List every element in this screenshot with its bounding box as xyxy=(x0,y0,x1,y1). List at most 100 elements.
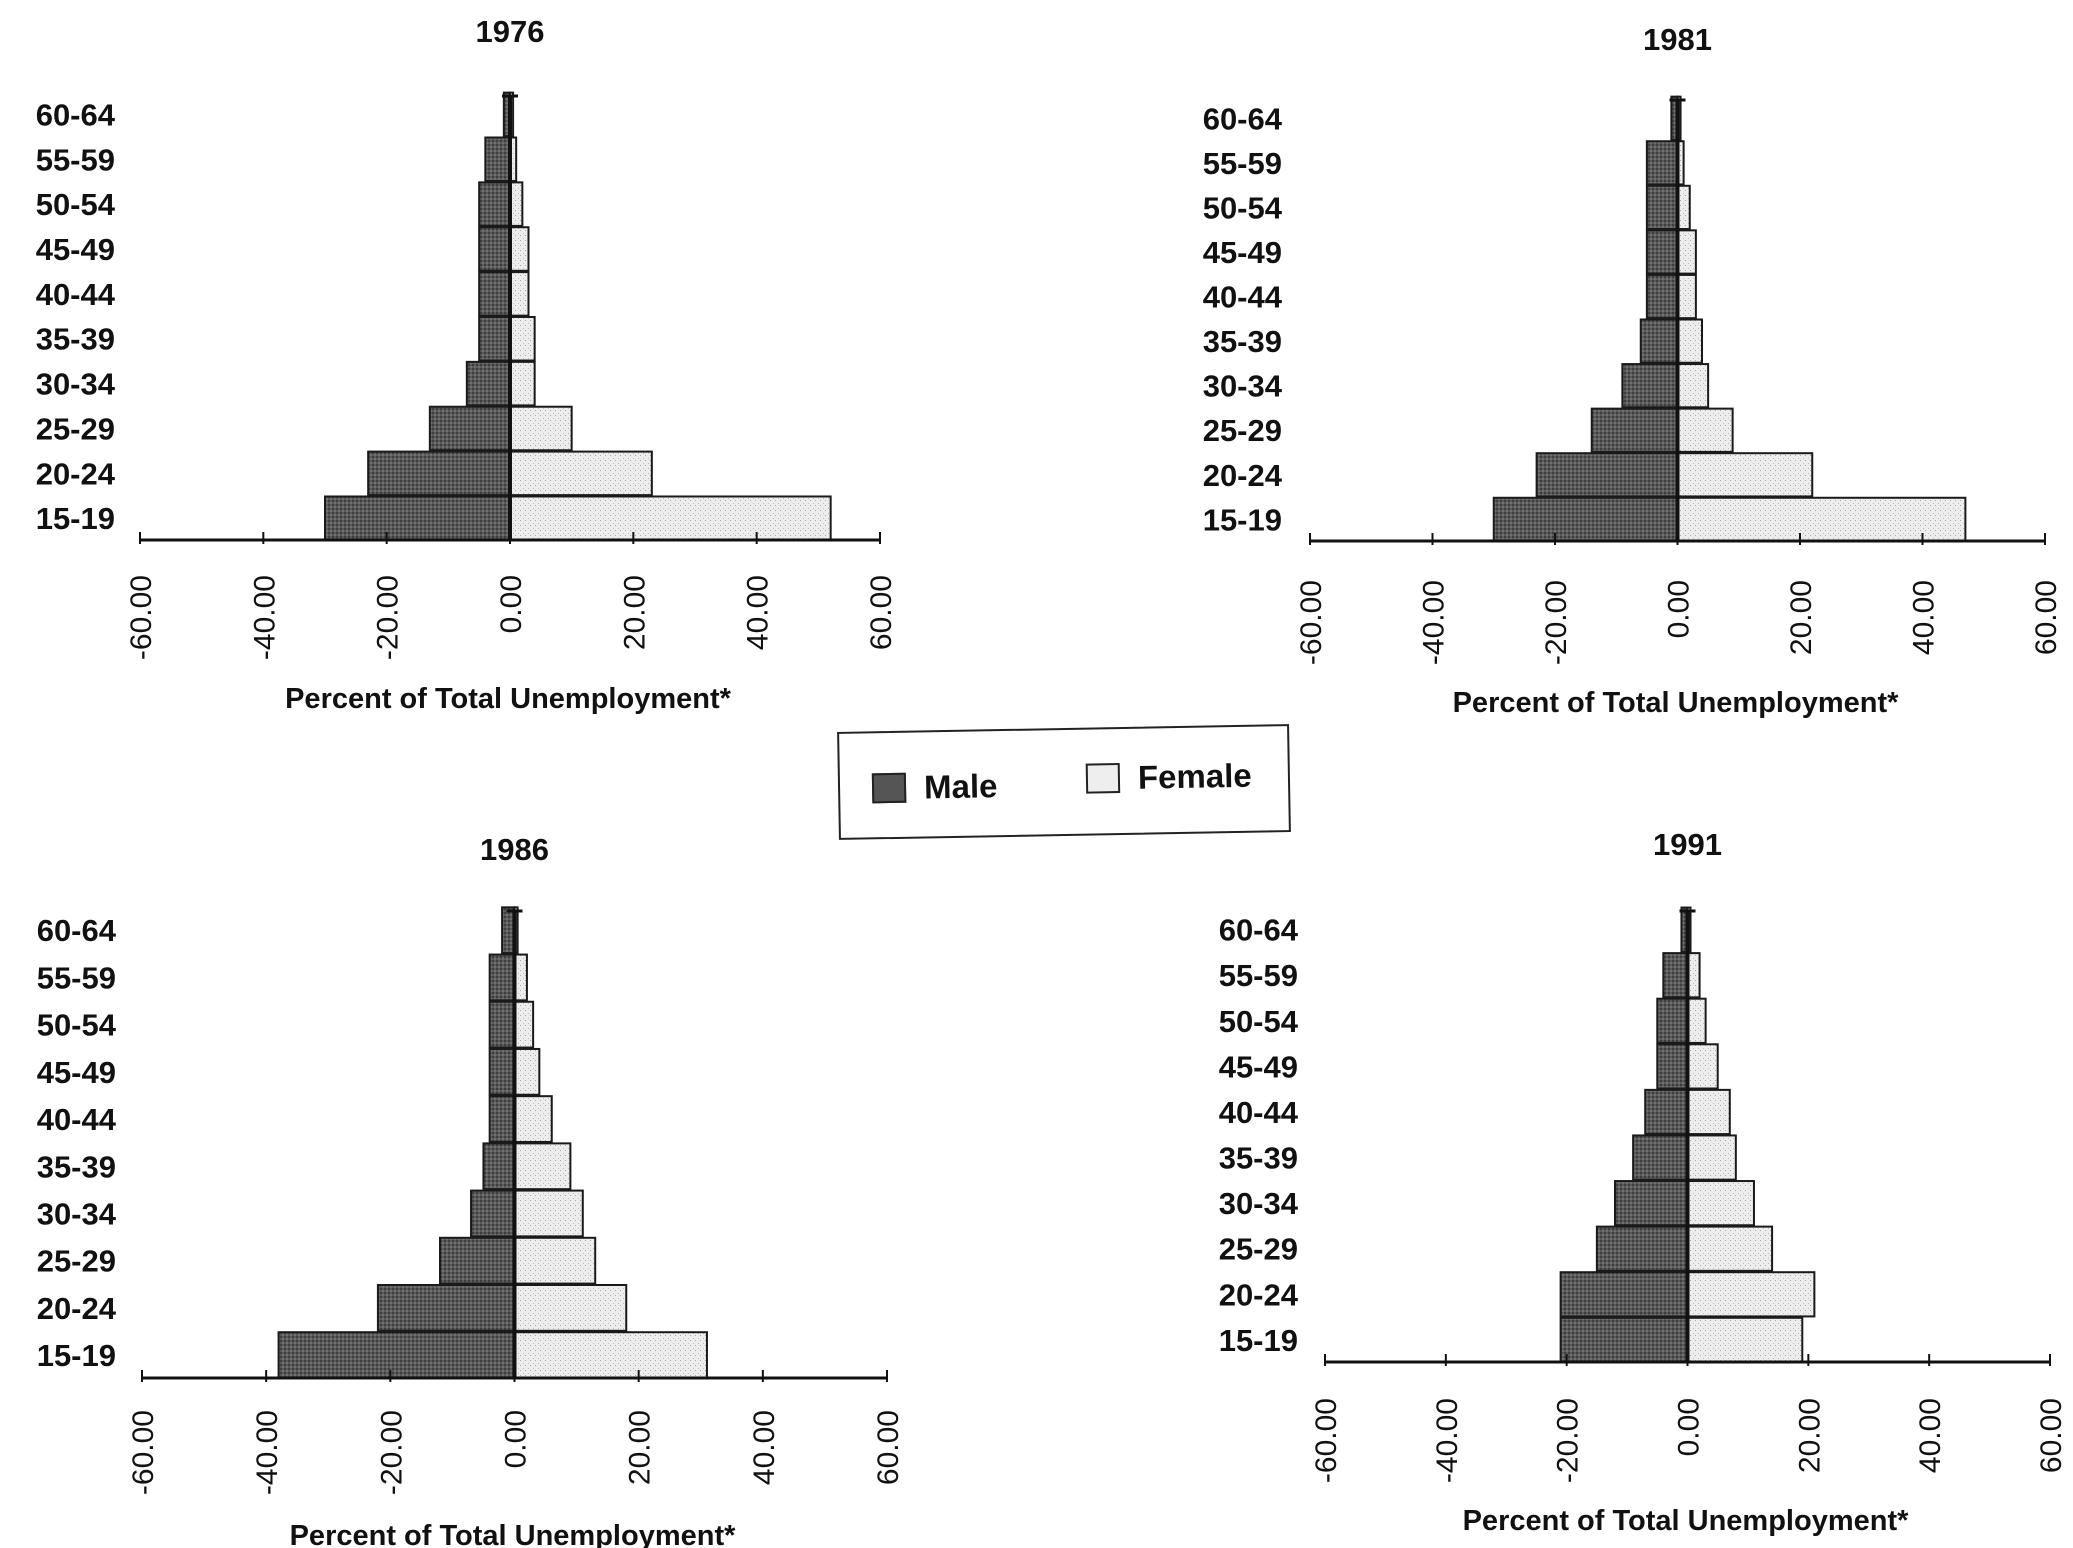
chart-title: 1991 xyxy=(1653,827,1722,862)
bar-male-30-34 xyxy=(465,360,512,407)
chart-title: 1986 xyxy=(480,832,549,867)
bar-female-20-24 xyxy=(509,450,653,497)
x-tick-label: 40.00 xyxy=(748,1410,781,1485)
bar-male-55-59 xyxy=(1645,140,1679,186)
bar-male-50-54 xyxy=(1656,997,1689,1044)
category-label: 55-59 xyxy=(37,960,116,995)
chart-title: 1976 xyxy=(476,14,545,49)
category-label: 55-59 xyxy=(1219,958,1298,993)
category-label: 20-24 xyxy=(1219,1277,1299,1312)
category-label: 35-39 xyxy=(37,1149,116,1184)
pyramid-chart-1981: 1981 15-19 20-24 25-29 30-34 35-39 40-44 45-49 5… xyxy=(1203,22,2063,719)
legend-swatch-female xyxy=(1085,763,1121,794)
bar-female-45-49 xyxy=(1676,229,1697,275)
category-label: 40-44 xyxy=(1219,1095,1299,1130)
category-label: 30-34 xyxy=(1219,1186,1299,1221)
x-tick-label: 0.00 xyxy=(495,575,528,633)
bar-male-40-44 xyxy=(488,1095,516,1143)
x-tick-label: -40.00 xyxy=(1418,580,1451,665)
category-label: 15-19 xyxy=(37,1338,116,1373)
bar-male-25-29 xyxy=(1595,1225,1689,1272)
bar-female-40-44 xyxy=(513,1095,553,1143)
category-label: 50-54 xyxy=(1203,190,1283,225)
bar-female-25-29 xyxy=(509,405,573,452)
bar-male-20-24 xyxy=(1535,452,1679,498)
x-tick-label: -20.00 xyxy=(372,575,405,660)
bar-male-55-59 xyxy=(488,953,516,1002)
bar-male-40-44 xyxy=(1644,1088,1689,1136)
bar-male-15-19 xyxy=(1559,1316,1689,1364)
category-label: 60-64 xyxy=(1203,101,1283,136)
x-tick-label: -60.00 xyxy=(1310,1398,1343,1483)
bar-male-25-29 xyxy=(1590,407,1679,453)
bar-female-35-39 xyxy=(509,315,536,362)
bar-female-45-49 xyxy=(509,226,530,272)
x-tick-label: -60.00 xyxy=(127,1410,160,1495)
x-tick-label: 60.00 xyxy=(872,1410,905,1485)
category-label: 40-44 xyxy=(37,1102,117,1137)
x-tick-label: 0.00 xyxy=(500,1410,533,1468)
x-tick-label: 20.00 xyxy=(1793,1398,1826,1473)
x-tick-label: -40.00 xyxy=(251,1410,284,1495)
bar-female-50-54 xyxy=(513,1000,535,1049)
bar-female-20-24 xyxy=(1676,452,1814,498)
x-tick-label: 0.00 xyxy=(1663,580,1696,638)
x-tick-label: -40.00 xyxy=(1431,1398,1464,1483)
bar-male-35-39 xyxy=(482,1142,516,1191)
bar-female-30-34 xyxy=(1676,363,1710,409)
category-label: 15-19 xyxy=(1203,502,1282,537)
x-tick-label: -60.00 xyxy=(125,575,158,660)
category-label: 15-19 xyxy=(1219,1323,1298,1358)
bar-male-40-44 xyxy=(1645,273,1679,320)
bar-male-20-24 xyxy=(376,1284,516,1332)
category-label: 35-39 xyxy=(36,322,115,357)
x-tick-label: 40.00 xyxy=(1914,1398,1947,1473)
x-tick-label: 60.00 xyxy=(865,575,898,650)
category-label: 60-64 xyxy=(36,97,116,132)
legend-swatch-male xyxy=(871,772,907,804)
category-label: 40-44 xyxy=(1203,280,1283,315)
bar-male-30-34 xyxy=(1621,363,1679,409)
bar-male-40-44 xyxy=(478,271,511,317)
pyramid-chart-1976: 1976 15-19 20-24 25-29 30-34 35-39 40-44 45-49 5… xyxy=(36,14,898,715)
bar-female-25-29 xyxy=(1686,1225,1774,1272)
bar-male-25-29 xyxy=(439,1236,516,1285)
bar-female-30-34 xyxy=(509,360,536,407)
category-label: 20-24 xyxy=(37,1291,117,1326)
x-axis-label: Percent of Total Unemployment* xyxy=(1463,1505,1910,1537)
category-label: 35-39 xyxy=(1203,324,1282,359)
bar-male-30-34 xyxy=(1614,1180,1689,1227)
bar-male-55-59 xyxy=(1662,952,1689,999)
x-tick-label: 60.00 xyxy=(2030,580,2063,655)
x-axis-label: Percent of Total Unemployment* xyxy=(1453,687,1900,719)
bar-female-45-49 xyxy=(513,1047,541,1096)
bar-male-50-54 xyxy=(488,1000,516,1049)
category-label: 40-44 xyxy=(36,277,116,312)
category-label: 30-34 xyxy=(36,367,116,402)
legend-item-male: Male xyxy=(871,767,998,807)
x-tick-label: 40.00 xyxy=(742,575,775,650)
category-label: 30-34 xyxy=(37,1196,117,1231)
category-label: 20-24 xyxy=(1203,458,1283,493)
bar-male-35-39 xyxy=(1632,1134,1689,1181)
x-tick-label: -60.00 xyxy=(1295,580,1328,665)
x-tick-label: -20.00 xyxy=(375,1410,408,1495)
bar-male-45-49 xyxy=(488,1047,516,1096)
bar-female-20-24 xyxy=(1686,1271,1816,1318)
category-label: 60-64 xyxy=(1219,913,1299,948)
x-axis-label: Percent of Total Unemployment* xyxy=(290,1520,737,1548)
category-label: 25-29 xyxy=(1203,413,1282,448)
category-label: 50-54 xyxy=(1219,1004,1299,1039)
bar-female-40-44 xyxy=(1686,1088,1731,1136)
legend-label-female: Female xyxy=(1137,756,1252,796)
chart-title: 1981 xyxy=(1643,22,1712,57)
category-label: 30-34 xyxy=(1203,369,1283,404)
bar-female-35-39 xyxy=(513,1142,572,1191)
bar-female-15-19 xyxy=(509,495,832,541)
category-label: 45-49 xyxy=(37,1055,116,1090)
bar-male-45-49 xyxy=(1645,229,1679,275)
x-tick-label: 20.00 xyxy=(1785,580,1818,655)
x-tick-label: 0.00 xyxy=(1673,1398,1706,1456)
bar-female-25-29 xyxy=(1676,407,1734,453)
